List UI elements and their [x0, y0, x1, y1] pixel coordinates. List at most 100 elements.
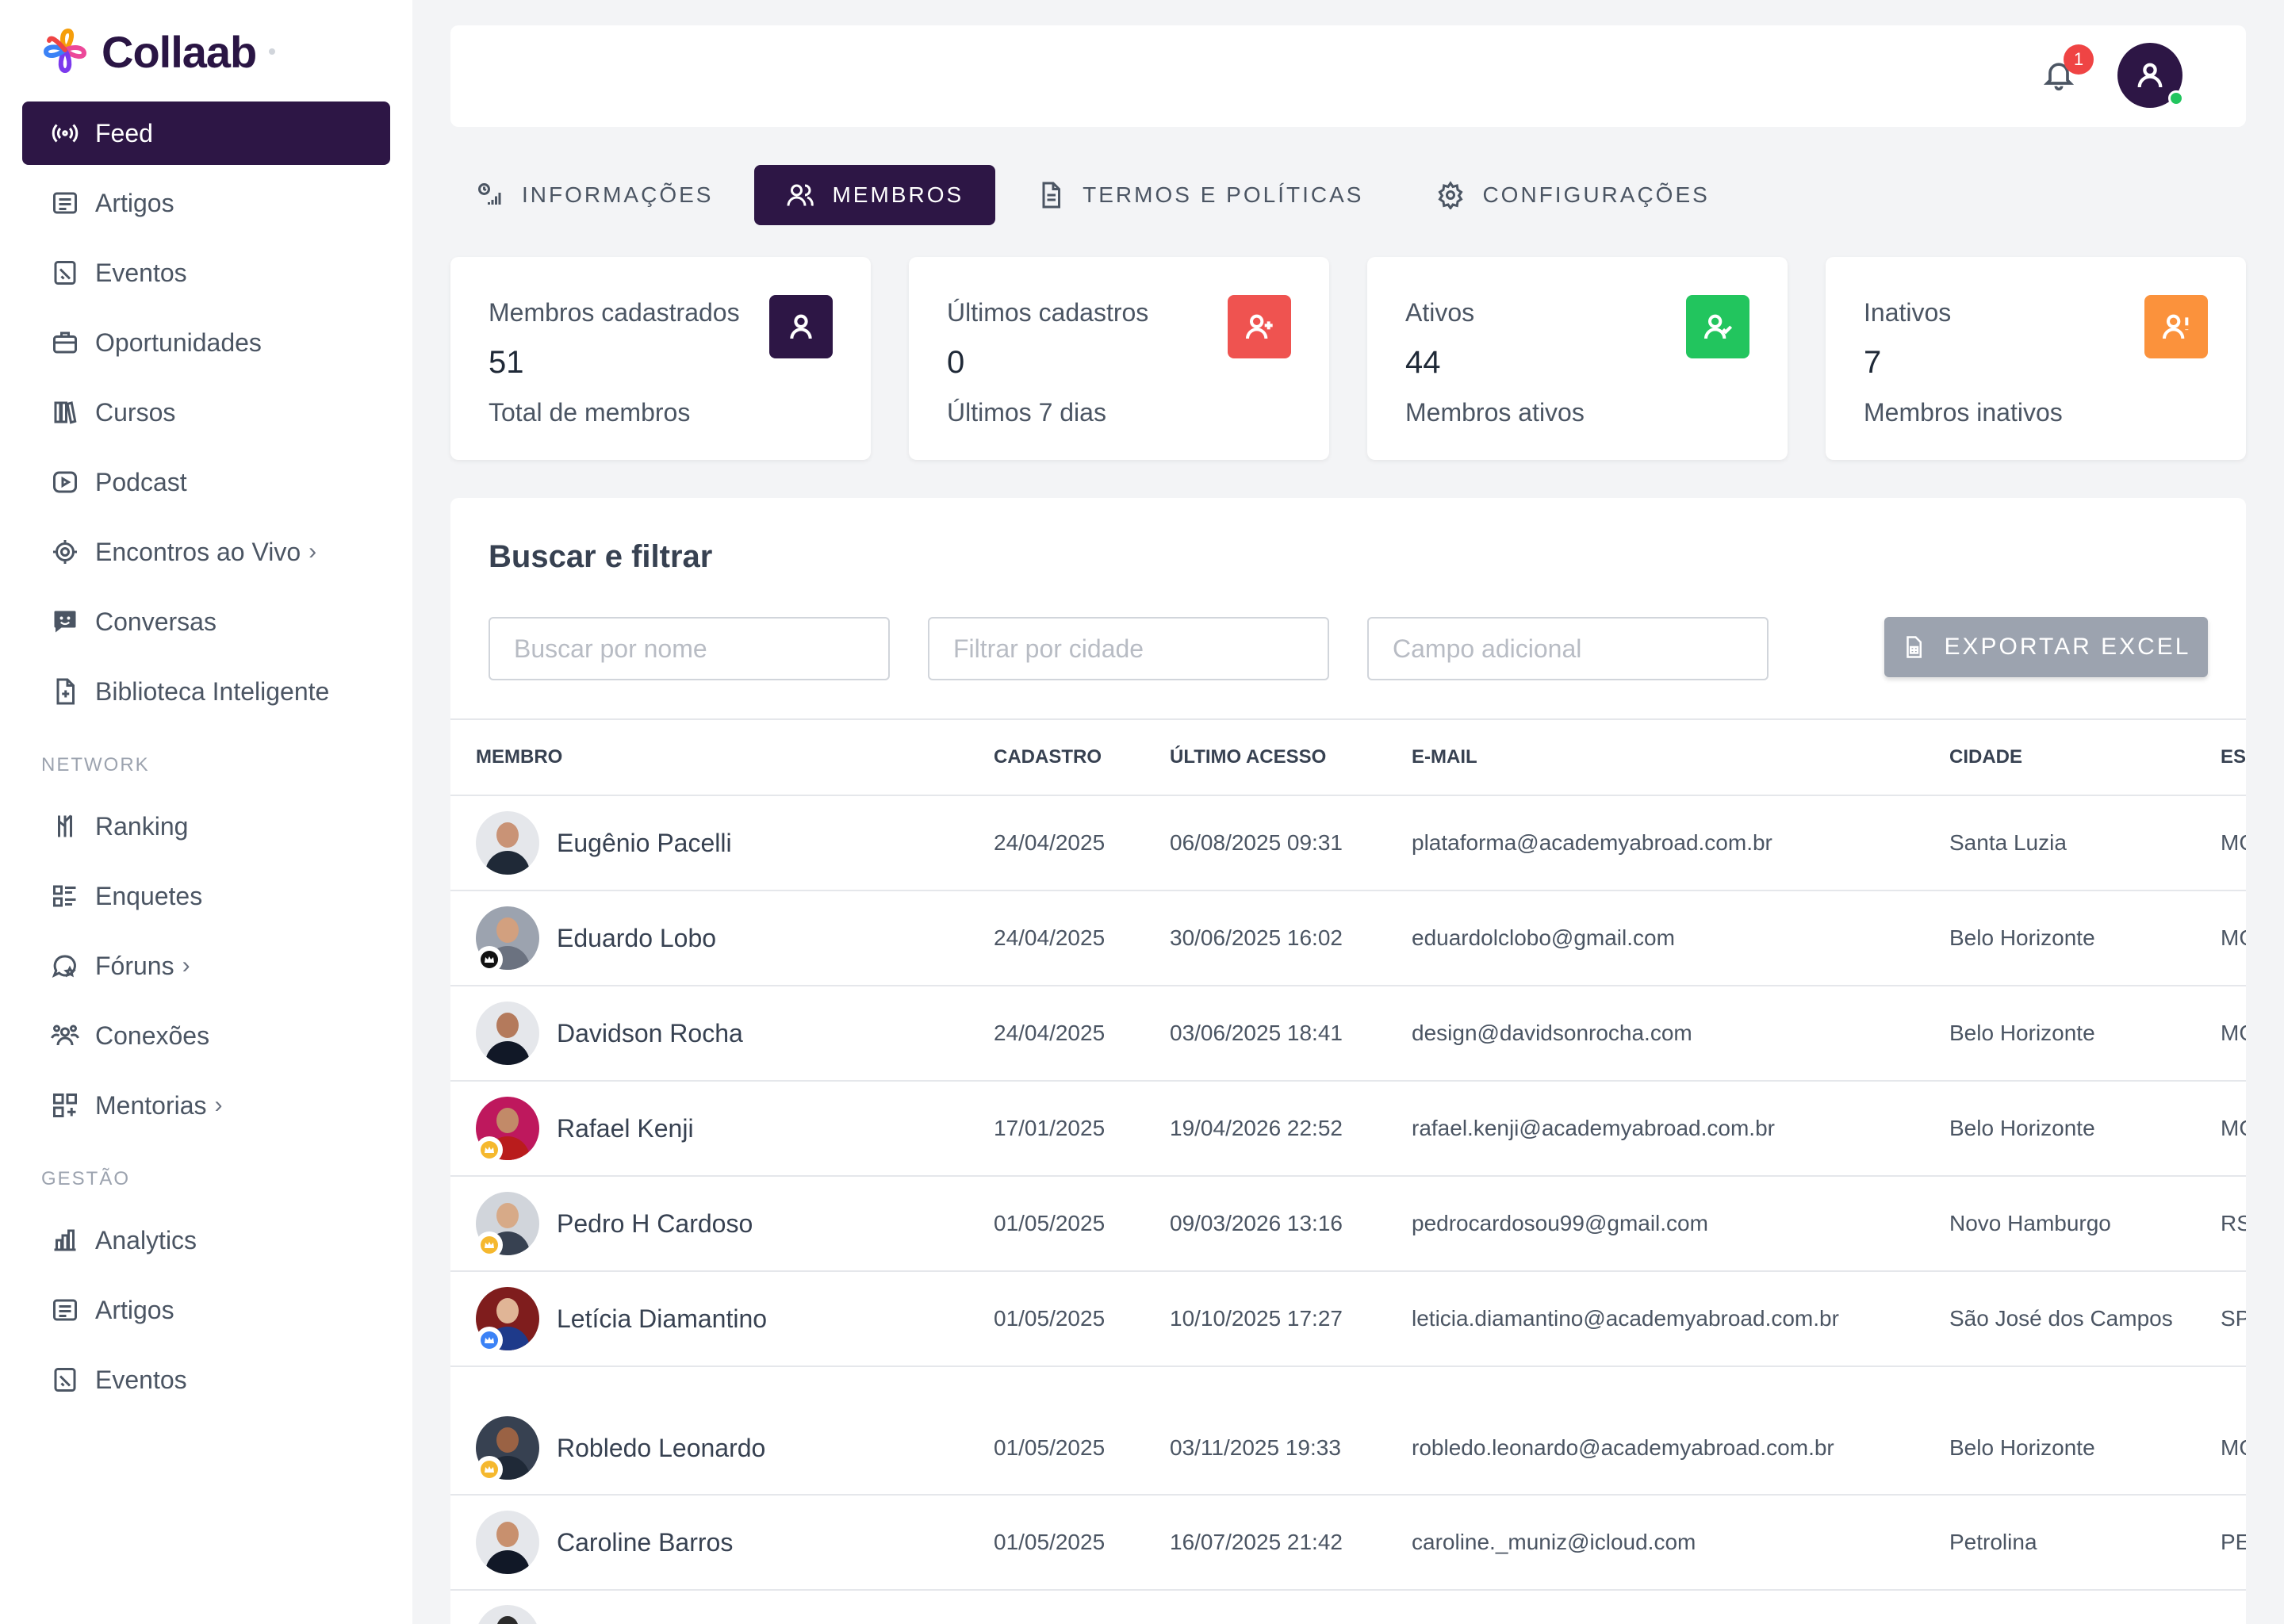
extra-field-input[interactable] — [1367, 617, 1769, 680]
filter-title: Buscar e filtrar — [489, 539, 713, 574]
sidebar-item-mentorias[interactable]: Mentorias › — [22, 1074, 390, 1137]
tab-termos-e-politicas[interactable]: TERMOS E POLÍTICAS — [1005, 165, 1395, 225]
member-name[interactable]: Robledo Leonardo — [557, 1433, 766, 1462]
avatar-head — [496, 1298, 519, 1323]
table-row[interactable]: Eduardo Lobo 24/04/2025 30/06/2025 16:02… — [450, 891, 2246, 986]
export-excel-button[interactable]: EXPORTAR EXCEL — [1884, 617, 2208, 677]
cadastro-cell: 01/05/2025 — [994, 1306, 1106, 1331]
user-icon — [2137, 63, 2163, 88]
estado-cell: MG — [2221, 830, 2246, 855]
document-icon — [1042, 182, 1061, 209]
sidebar-item-cursos[interactable]: Cursos — [22, 381, 390, 444]
avatar[interactable] — [476, 1192, 539, 1258]
tab-membros[interactable]: MEMBROS — [754, 165, 996, 225]
stat-icon-box — [1228, 295, 1291, 358]
avatar-head — [496, 1522, 519, 1547]
tab-configuracoes[interactable]: CONFIGURAÇÕES — [1405, 165, 1741, 225]
avatar[interactable] — [476, 906, 539, 973]
member-name[interactable]: Caroline Barros — [557, 1527, 734, 1557]
sidebar-item-gestao-eventos[interactable]: Eventos — [22, 1348, 390, 1411]
column-header-email[interactable]: E-MAIL — [1412, 746, 1477, 768]
avatar[interactable] — [476, 1287, 539, 1354]
estado-cell: RS — [2221, 1211, 2246, 1235]
avatar-head — [496, 1108, 519, 1133]
books-icon — [49, 396, 81, 428]
chat-icon — [49, 606, 81, 638]
sidebar-item-feed[interactable]: Feed — [22, 102, 390, 165]
member-name[interactable]: Pedro H Cardoso — [557, 1208, 753, 1238]
table-row[interactable]: Caroline Barros 01/05/2025 16/07/2025 21… — [450, 1496, 2246, 1591]
stat-subtitle: Últimos 7 dias — [947, 398, 1106, 427]
sidebar-item-label: Conexões — [95, 1021, 210, 1050]
tab-informacoes[interactable]: INFORMAÇÕES — [450, 165, 745, 225]
avatar[interactable] — [476, 1416, 539, 1483]
table-row[interactable]: Pedro H Cardoso 01/05/2025 09/03/2026 13… — [450, 1177, 2246, 1272]
member-name[interactable]: Eduardo Lobo — [557, 923, 717, 952]
sidebar-item-foruns[interactable]: Fóruns › — [22, 934, 390, 998]
avatar[interactable] — [476, 1511, 539, 1574]
table-row[interactable]: Robledo Leonardo 01/05/2025 03/11/2025 1… — [450, 1367, 2246, 1496]
member-cell[interactable]: Caroline Barros — [476, 1496, 733, 1589]
city-filter-input[interactable] — [928, 617, 1329, 680]
bell-icon — [2043, 63, 2075, 91]
table-row[interactable]: Davidson Rocha 24/04/2025 03/06/2025 18:… — [450, 986, 2246, 1082]
user-avatar-button[interactable] — [2117, 43, 2184, 108]
list-icon — [49, 880, 81, 912]
stat-card-inativos: Inativos 7 Membros inativos — [1826, 257, 2246, 460]
member-cell[interactable]: Eduardo Lobo — [476, 891, 716, 985]
member-name[interactable]: Eugênio Pacelli — [557, 828, 732, 857]
member-name[interactable]: Davidson Rocha — [557, 1018, 743, 1048]
article-icon — [49, 187, 81, 219]
table-row[interactable] — [450, 1591, 2246, 1624]
member-cell[interactable] — [476, 1591, 557, 1624]
search-name-input[interactable] — [489, 617, 890, 680]
table-row[interactable]: Eugênio Pacelli 24/04/2025 06/08/2025 09… — [450, 796, 2246, 891]
article-icon — [49, 1294, 81, 1326]
sidebar-item-ranking[interactable]: Ranking — [22, 795, 390, 858]
member-cell[interactable]: Robledo Leonardo — [476, 1400, 765, 1496]
column-header-cidade[interactable]: CIDADE — [1949, 746, 2023, 768]
member-cell[interactable]: Pedro H Cardoso — [476, 1177, 753, 1270]
stat-card-ativos: Ativos 44 Membros ativos — [1367, 257, 1788, 460]
avatar[interactable] — [476, 1097, 539, 1163]
sidebar-item-biblioteca-inteligente[interactable]: Biblioteca Inteligente — [22, 660, 390, 723]
sidebar-item-encontros-ao-vivo[interactable]: Encontros ao Vivo › — [22, 520, 390, 584]
avatar[interactable] — [476, 811, 539, 875]
members-panel: Buscar e filtrar EXPORTAR EXCEL MEMBRO C… — [450, 498, 2246, 1624]
sidebar-item-eventos[interactable]: Eventos — [22, 241, 390, 304]
sidebar-item-artigos[interactable]: Artigos — [22, 171, 390, 235]
email-cell: design@davidsonrocha.com — [1412, 1021, 1692, 1045]
column-header-ultimo-acesso[interactable]: ÚLTIMO ACESSO — [1170, 746, 1327, 768]
table-row[interactable]: Letícia Diamantino 01/05/2025 10/10/2025… — [450, 1272, 2246, 1367]
sidebar-item-label: Artigos — [95, 188, 174, 217]
column-header-membro[interactable]: MEMBRO — [476, 746, 563, 768]
member-cell[interactable]: Eugênio Pacelli — [476, 796, 732, 890]
sidebar-item-podcast[interactable]: Podcast — [22, 450, 390, 514]
cidade-cell: Belo Horizonte — [1949, 1021, 2095, 1045]
main-nav: Feed Artigos Eventos Oportunidades Curso… — [22, 102, 390, 1418]
sidebar-item-analytics[interactable]: Analytics — [22, 1208, 390, 1272]
cidade-cell: Novo Hamburgo — [1949, 1211, 2111, 1235]
ultimo-acesso-cell: 16/07/2025 21:42 — [1170, 1530, 1343, 1554]
sidebar-item-conexoes[interactable]: Conexões — [22, 1004, 390, 1067]
column-header-cadastro[interactable]: CADASTRO — [994, 746, 1102, 768]
sidebar-item-label: Feed — [95, 118, 153, 147]
play-icon — [49, 466, 81, 498]
column-header-estado[interactable]: ES — [2221, 746, 2246, 768]
sidebar-item-enquetes[interactable]: Enquetes — [22, 864, 390, 928]
member-cell[interactable]: Davidson Rocha — [476, 986, 743, 1080]
brand-logo[interactable]: Collaab — [40, 24, 276, 79]
member-name[interactable]: Rafael Kenji — [557, 1113, 694, 1143]
notifications-button[interactable]: 1 — [2041, 44, 2094, 95]
crown-badge-icon — [476, 1327, 503, 1354]
avatar[interactable] — [476, 1002, 539, 1065]
ultimo-acesso-cell: 19/04/2026 22:52 — [1170, 1116, 1343, 1140]
member-cell[interactable]: Letícia Diamantino — [476, 1272, 767, 1365]
table-row[interactable]: Rafael Kenji 17/01/2025 19/04/2026 22:52… — [450, 1082, 2246, 1177]
sidebar-item-oportunidades[interactable]: Oportunidades — [22, 311, 390, 374]
sidebar-item-conversas[interactable]: Conversas — [22, 590, 390, 653]
sidebar-item-gestao-artigos[interactable]: Artigos — [22, 1278, 390, 1342]
member-name[interactable]: Letícia Diamantino — [557, 1304, 768, 1333]
sidebar-item-label: Encontros ao Vivo — [95, 537, 301, 566]
member-cell[interactable]: Rafael Kenji — [476, 1082, 694, 1175]
